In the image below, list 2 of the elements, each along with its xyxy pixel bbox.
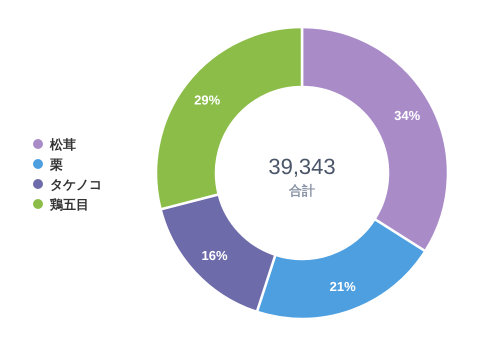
annotation: 39,343 [268,154,336,179]
annotation: 合計 [289,183,315,198]
